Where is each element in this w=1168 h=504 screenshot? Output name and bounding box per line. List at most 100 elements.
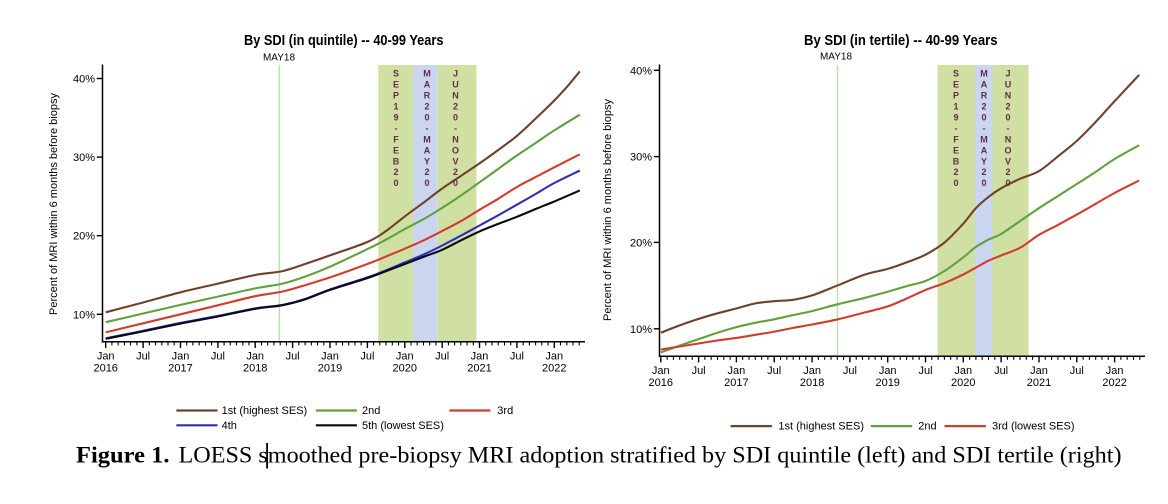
svg-text:2: 2	[981, 102, 986, 112]
svg-text:E: E	[953, 80, 959, 90]
svg-text:2: 2	[1005, 167, 1010, 177]
svg-text:MAY18: MAY18	[263, 53, 295, 64]
svg-text:O: O	[452, 145, 459, 155]
svg-text:2016: 2016	[649, 377, 673, 389]
svg-text:1: 1	[393, 102, 398, 112]
svg-text:Jan: Jan	[97, 351, 115, 363]
svg-text:Jul: Jul	[136, 351, 150, 363]
svg-text:V: V	[1005, 156, 1011, 166]
svg-text:Jan: Jan	[545, 351, 563, 363]
svg-text:Jul: Jul	[435, 351, 449, 363]
svg-text:Jul: Jul	[211, 351, 225, 363]
svg-text:M: M	[423, 134, 431, 144]
svg-text:40%: 40%	[630, 65, 652, 77]
svg-text:By SDI (in quintile) -- 40-99: By SDI (in quintile) -- 40-99 Years	[244, 32, 444, 49]
svg-text:3rd (lowest SES): 3rd (lowest SES)	[992, 421, 1075, 433]
svg-text:-: -	[983, 123, 986, 133]
svg-text:Percent of MRI within 6 months: Percent of MRI within 6 months before bi…	[48, 93, 60, 315]
svg-text:LOESS smoothed pre-biopsy MRI: LOESS smoothed pre-biopsy MRI adoption s…	[179, 443, 1122, 468]
svg-text:Jul: Jul	[1070, 365, 1084, 377]
svg-text:2: 2	[1005, 102, 1010, 112]
svg-text:2022: 2022	[1102, 377, 1126, 389]
svg-text:P: P	[953, 91, 959, 101]
svg-text:-: -	[1007, 123, 1010, 133]
svg-text:Y: Y	[424, 156, 430, 166]
svg-text:Jan: Jan	[728, 365, 746, 377]
svg-text:1st (highest SES): 1st (highest SES)	[778, 421, 864, 433]
svg-text:S: S	[393, 69, 399, 79]
svg-text:Jul: Jul	[692, 365, 706, 377]
svg-text:2020: 2020	[393, 363, 417, 375]
svg-text:J: J	[453, 69, 458, 79]
svg-text:0: 0	[981, 113, 986, 123]
svg-text:O: O	[1004, 145, 1011, 155]
svg-text:Jan: Jan	[954, 365, 972, 377]
svg-text:Jan: Jan	[321, 351, 339, 363]
svg-text:N: N	[1005, 134, 1012, 144]
svg-text:S: S	[953, 69, 959, 79]
svg-text:Jul: Jul	[843, 365, 857, 377]
svg-text:Jul: Jul	[994, 365, 1008, 377]
svg-text:2017: 2017	[724, 377, 748, 389]
svg-text:N: N	[1005, 91, 1012, 101]
svg-text:-: -	[426, 123, 429, 133]
svg-text:A: A	[424, 145, 431, 155]
svg-text:R: R	[424, 91, 431, 101]
svg-text:40%: 40%	[73, 74, 95, 86]
svg-text:U: U	[452, 80, 459, 90]
svg-text:Y: Y	[981, 156, 987, 166]
svg-text:Jan: Jan	[1106, 365, 1124, 377]
svg-text:0: 0	[1005, 178, 1010, 188]
svg-text:Jan: Jan	[246, 351, 264, 363]
svg-text:10%: 10%	[73, 309, 95, 321]
svg-text:2017: 2017	[168, 363, 192, 375]
svg-text:B: B	[393, 156, 400, 166]
svg-text:Jan: Jan	[652, 365, 670, 377]
svg-text:30%: 30%	[630, 152, 652, 164]
svg-text:-: -	[955, 123, 958, 133]
svg-text:Jul: Jul	[510, 351, 524, 363]
svg-text:1st (highest SES): 1st (highest SES)	[222, 405, 308, 417]
svg-text:0: 0	[424, 113, 429, 123]
svg-text:N: N	[452, 134, 459, 144]
svg-text:E: E	[953, 145, 959, 155]
svg-text:2: 2	[953, 167, 958, 177]
svg-text:J: J	[1005, 69, 1010, 79]
svg-text:0: 0	[1005, 113, 1010, 123]
svg-text:2: 2	[424, 102, 429, 112]
svg-text:2021: 2021	[467, 363, 491, 375]
svg-text:2019: 2019	[318, 363, 342, 375]
svg-text:Jan: Jan	[1030, 365, 1048, 377]
svg-text:Jul: Jul	[286, 351, 300, 363]
svg-text:M: M	[423, 69, 431, 79]
svg-text:2019: 2019	[875, 377, 899, 389]
svg-text:M: M	[980, 69, 988, 79]
svg-text:9: 9	[393, 113, 398, 123]
svg-text:1: 1	[953, 102, 958, 112]
svg-text:30%: 30%	[73, 152, 95, 164]
svg-text:2: 2	[393, 167, 398, 177]
svg-text:2nd: 2nd	[362, 405, 380, 417]
svg-text:0: 0	[453, 113, 458, 123]
svg-text:Jan: Jan	[803, 365, 821, 377]
svg-text:0: 0	[981, 178, 986, 188]
svg-text:2: 2	[453, 167, 458, 177]
svg-text:2: 2	[424, 167, 429, 177]
svg-text:U: U	[1005, 80, 1012, 90]
svg-text:Jan: Jan	[879, 365, 897, 377]
svg-text:2018: 2018	[800, 377, 824, 389]
svg-text:3rd: 3rd	[497, 405, 513, 417]
svg-text:Jul: Jul	[767, 365, 781, 377]
svg-text:E: E	[393, 145, 399, 155]
svg-text:0: 0	[424, 178, 429, 188]
svg-text:2: 2	[453, 102, 458, 112]
svg-text:5th (lowest SES): 5th (lowest SES)	[362, 420, 444, 432]
svg-text:P: P	[393, 91, 399, 101]
svg-text:20%: 20%	[73, 231, 95, 243]
svg-text:A: A	[424, 80, 431, 90]
svg-text:10%: 10%	[630, 324, 652, 336]
svg-text:4th: 4th	[222, 420, 237, 432]
svg-text:-: -	[454, 123, 457, 133]
svg-text:2: 2	[981, 167, 986, 177]
svg-text:0: 0	[453, 178, 458, 188]
